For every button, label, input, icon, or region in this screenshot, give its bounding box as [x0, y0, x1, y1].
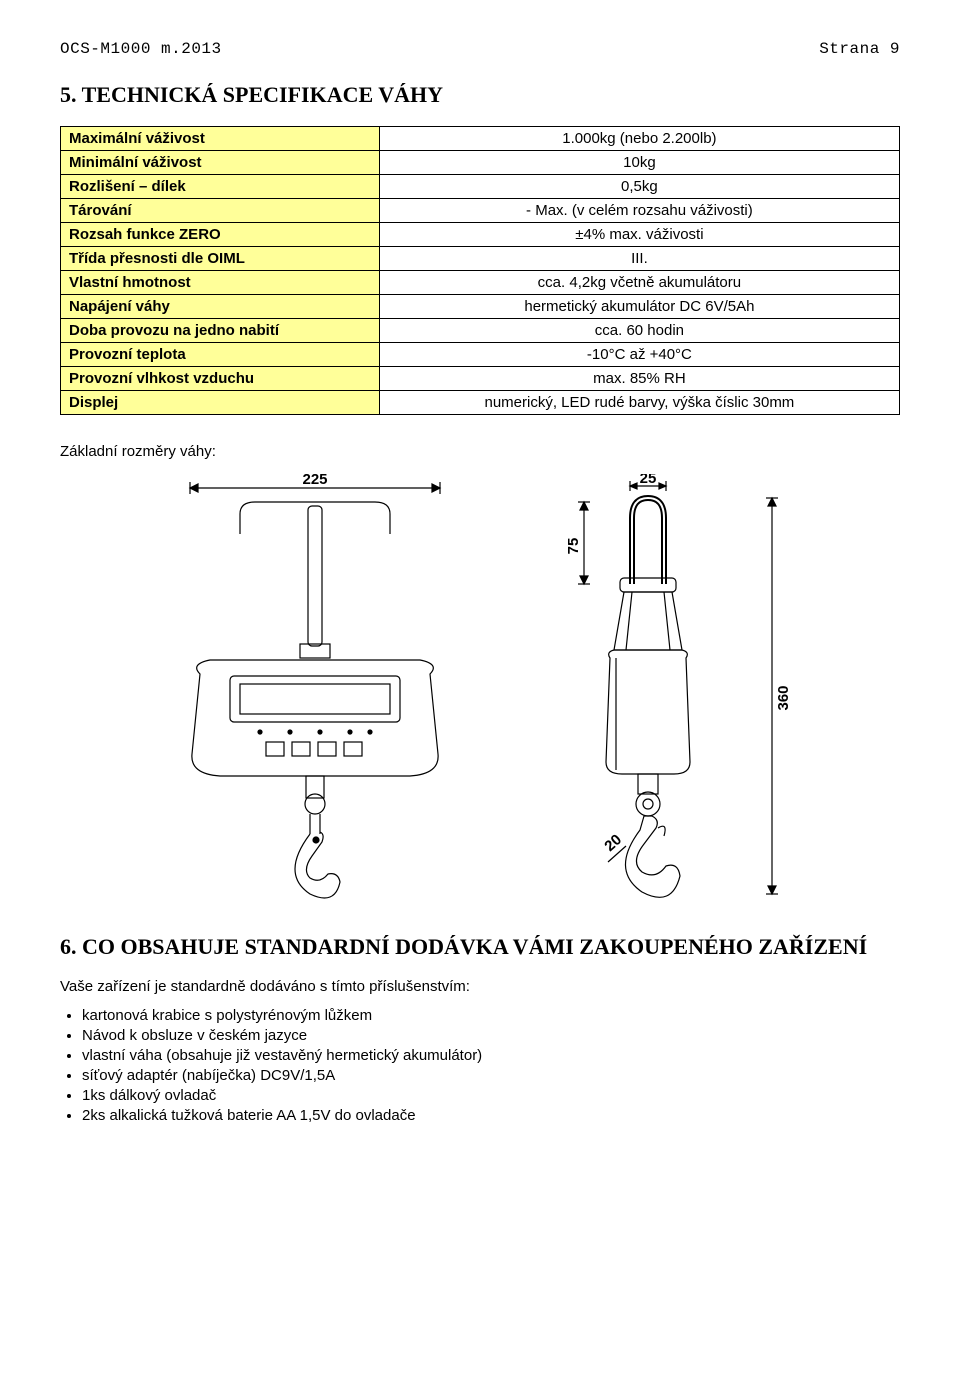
spec-label: Tárování — [61, 199, 380, 223]
spec-value: - Max. (v celém rozsahu váživosti) — [379, 199, 899, 223]
table-row: Vlastní hmotnostcca. 4,2kg včetně akumul… — [61, 271, 900, 295]
spec-label: Rozsah funkce ZERO — [61, 223, 380, 247]
spec-value: 1.000kg (nebo 2.200lb) — [379, 127, 899, 151]
spec-label: Třída přesnosti dle OIML — [61, 247, 380, 271]
accessories-list: kartonová krabice s polystyrénovým lůžke… — [60, 1007, 900, 1124]
section6-intro: Vaše zařízení je standardně dodáváno s t… — [60, 978, 900, 995]
table-row: Rozlišení – dílek0,5kg — [61, 175, 900, 199]
table-row: Maximální váživost1.000kg (nebo 2.200lb) — [61, 127, 900, 151]
spec-value: ±4% max. váživosti — [379, 223, 899, 247]
spec-table: Maximální váživost1.000kg (nebo 2.200lb)… — [60, 126, 900, 415]
dimensions-drawings: 225 — [60, 474, 900, 904]
dim-side-shackle: 75 — [565, 538, 582, 555]
front-view-drawing: 225 — [160, 474, 470, 904]
spec-label: Maximální váživost — [61, 127, 380, 151]
table-row: Doba provozu na jedno nabitícca. 60 hodi… — [61, 319, 900, 343]
spec-value: -10°C až +40°C — [379, 343, 899, 367]
spec-label: Vlastní hmotnost — [61, 271, 380, 295]
table-row: Napájení váhyhermetický akumulátor DC 6V… — [61, 295, 900, 319]
spec-label: Napájení váhy — [61, 295, 380, 319]
dimensions-caption: Základní rozměry váhy: — [60, 443, 900, 460]
dim-hook-gap: 20 — [601, 831, 625, 855]
list-item: 2ks alkalická tužková baterie AA 1,5V do… — [82, 1107, 900, 1124]
spec-label: Provozní teplota — [61, 343, 380, 367]
spec-label: Displej — [61, 391, 380, 415]
table-row: Rozsah funkce ZERO±4% max. váživosti — [61, 223, 900, 247]
dim-side-height: 360 — [775, 685, 792, 710]
spec-value: max. 85% RH — [379, 367, 899, 391]
spec-label: Rozlišení – dílek — [61, 175, 380, 199]
list-item: 1ks dálkový ovladač — [82, 1087, 900, 1104]
spec-label: Minimální váživost — [61, 151, 380, 175]
side-view-drawing: 25 75 360 20 — [540, 474, 800, 904]
section6-title: 6. CO OBSAHUJE STANDARDNÍ DODÁVKA VÁMI Z… — [60, 934, 900, 960]
table-row: Provozní vlhkost vzduchumax. 85% RH — [61, 367, 900, 391]
header-right: Strana 9 — [819, 40, 900, 58]
spec-value: cca. 60 hodin — [379, 319, 899, 343]
spec-label: Provozní vlhkost vzduchu — [61, 367, 380, 391]
spec-value: III. — [379, 247, 899, 271]
dim-side-top: 25 — [640, 474, 657, 487]
table-row: Minimální váživost10kg — [61, 151, 900, 175]
table-row: Třída přesnosti dle OIMLIII. — [61, 247, 900, 271]
table-row: Displejnumerický, LED rudé barvy, výška … — [61, 391, 900, 415]
spec-value: 10kg — [379, 151, 899, 175]
page-header: OCS-M1000 m.2013 Strana 9 — [60, 40, 900, 58]
dim-front-width: 225 — [302, 474, 327, 488]
list-item: Návod k obsluze v českém jazyce — [82, 1027, 900, 1044]
spec-label: Doba provozu na jedno nabití — [61, 319, 380, 343]
table-row: Provozní teplota-10°C až +40°C — [61, 343, 900, 367]
spec-value: cca. 4,2kg včetně akumulátoru — [379, 271, 899, 295]
table-row: Tárování- Max. (v celém rozsahu váživost… — [61, 199, 900, 223]
header-left: OCS-M1000 m.2013 — [60, 40, 222, 58]
spec-value: 0,5kg — [379, 175, 899, 199]
list-item: síťový adaptér (nabíječka) DC9V/1,5A — [82, 1067, 900, 1084]
list-item: kartonová krabice s polystyrénovým lůžke… — [82, 1007, 900, 1024]
spec-value: hermetický akumulátor DC 6V/5Ah — [379, 295, 899, 319]
spec-value: numerický, LED rudé barvy, výška číslic … — [379, 391, 899, 415]
section5-title: 5. TECHNICKÁ SPECIFIKACE VÁHY — [60, 82, 900, 108]
list-item: vlastní váha (obsahuje již vestavěný her… — [82, 1047, 900, 1064]
